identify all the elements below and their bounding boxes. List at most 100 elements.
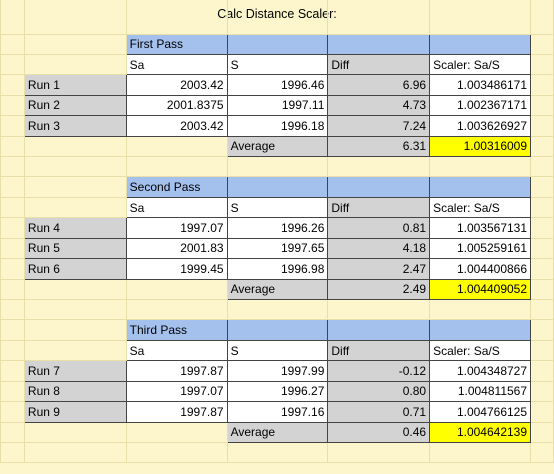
column-header-diff[interactable]: Diff	[327, 196, 431, 219]
empty-cell[interactable]	[0, 237, 25, 260]
s-value[interactable]: 1997.99	[226, 360, 329, 382]
empty-cell[interactable]	[125, 441, 228, 464]
empty-cell[interactable]	[0, 258, 25, 280]
empty-cell[interactable]	[530, 401, 554, 423]
s-value[interactable]: 1996.27	[226, 380, 329, 403]
average-label[interactable]: Average	[226, 135, 329, 158]
section-header[interactable]: First Pass	[125, 33, 228, 55]
empty-cell[interactable]	[530, 74, 554, 96]
empty-cell[interactable]	[0, 421, 25, 443]
sa-value[interactable]: 1997.07	[125, 380, 228, 403]
empty-cell[interactable]	[226, 0, 329, 35]
empty-cell[interactable]	[530, 298, 554, 321]
empty-cell[interactable]	[0, 0, 25, 35]
column-header-sa[interactable]: Sa	[125, 196, 228, 219]
empty-cell[interactable]	[0, 33, 25, 55]
diff-value[interactable]: 4.18	[327, 237, 431, 260]
scaler-value[interactable]: 1.003567131	[429, 217, 532, 239]
sa-value[interactable]: 2003.42	[125, 74, 228, 96]
empty-cell[interactable]	[0, 380, 25, 403]
empty-cell[interactable]	[125, 421, 228, 443]
average-label[interactable]: Average	[226, 421, 329, 443]
diff-value[interactable]: -0.12	[327, 360, 431, 382]
s-value[interactable]: 1996.18	[226, 115, 329, 137]
column-header-s[interactable]: S	[226, 196, 329, 219]
section-header-fill[interactable]	[226, 33, 329, 55]
sa-value[interactable]: 1999.45	[125, 258, 228, 280]
empty-cell[interactable]	[0, 196, 25, 219]
empty-cell[interactable]	[429, 156, 532, 178]
column-header-diff[interactable]: Diff	[327, 53, 431, 76]
empty-cell[interactable]	[23, 196, 127, 219]
run-label[interactable]: Run 2	[23, 94, 127, 117]
empty-cell[interactable]	[530, 360, 554, 382]
section-header-fill[interactable]	[226, 176, 329, 198]
empty-cell[interactable]	[0, 176, 25, 198]
run-label[interactable]: Run 4	[23, 217, 127, 239]
empty-cell[interactable]	[125, 278, 228, 300]
empty-cell[interactable]	[23, 421, 127, 443]
empty-cell[interactable]	[530, 176, 554, 198]
empty-cell[interactable]	[125, 0, 228, 35]
empty-cell[interactable]	[530, 94, 554, 117]
empty-cell[interactable]	[530, 421, 554, 443]
column-header-s[interactable]: S	[226, 339, 329, 362]
column-header-sa[interactable]: Sa	[125, 339, 228, 362]
s-value[interactable]: 1996.98	[226, 258, 329, 280]
empty-cell[interactable]	[530, 0, 554, 35]
column-header-sa[interactable]: Sa	[125, 53, 228, 76]
run-label[interactable]: Run 9	[23, 401, 127, 423]
empty-cell[interactable]	[0, 135, 25, 158]
s-value[interactable]: 1997.11	[226, 94, 329, 117]
empty-cell[interactable]	[530, 278, 554, 300]
diff-value[interactable]: 0.71	[327, 401, 431, 423]
sa-value[interactable]: 2001.83	[125, 237, 228, 260]
run-label[interactable]: Run 3	[23, 115, 127, 137]
scaler-value[interactable]: 1.004766125	[429, 401, 532, 423]
empty-cell[interactable]	[0, 278, 25, 300]
empty-cell[interactable]	[429, 0, 532, 35]
empty-cell[interactable]	[530, 135, 554, 158]
section-header-fill[interactable]	[429, 319, 532, 341]
diff-value[interactable]: 2.47	[327, 258, 431, 280]
empty-cell[interactable]	[0, 53, 25, 76]
empty-cell[interactable]	[23, 319, 127, 341]
empty-cell[interactable]	[226, 441, 329, 464]
run-label[interactable]: Run 6	[23, 258, 127, 280]
empty-cell[interactable]	[0, 319, 25, 341]
average-scaler-highlight[interactable]: 1.004642139	[429, 421, 532, 443]
run-label[interactable]: Run 1	[23, 74, 127, 96]
empty-cell[interactable]	[530, 115, 554, 137]
s-value[interactable]: 1997.16	[226, 401, 329, 423]
empty-cell[interactable]	[0, 94, 25, 117]
empty-cell[interactable]	[23, 135, 127, 158]
section-header[interactable]: Second Pass	[125, 176, 228, 198]
column-header-scaler[interactable]: Scaler: Sa/S	[429, 339, 532, 362]
sa-value[interactable]: 2003.42	[125, 115, 228, 137]
empty-cell[interactable]	[125, 298, 228, 321]
diff-value[interactable]: 7.24	[327, 115, 431, 137]
empty-cell[interactable]	[23, 176, 127, 198]
scaler-value[interactable]: 1.002367171	[429, 94, 532, 117]
average-diff[interactable]: 0.46	[327, 421, 431, 443]
empty-cell[interactable]	[530, 53, 554, 76]
average-scaler-highlight[interactable]: 1.004409052	[429, 278, 532, 300]
empty-cell[interactable]	[327, 298, 431, 321]
s-value[interactable]: 1996.26	[226, 217, 329, 239]
diff-value[interactable]: 4.73	[327, 94, 431, 117]
empty-cell[interactable]	[0, 401, 25, 423]
empty-cell[interactable]	[0, 156, 25, 178]
s-value[interactable]: 1996.46	[226, 74, 329, 96]
empty-cell[interactable]	[23, 156, 127, 178]
empty-cell[interactable]	[0, 441, 25, 464]
sa-value[interactable]: 1997.87	[125, 401, 228, 423]
empty-cell[interactable]	[23, 0, 127, 35]
section-header-fill[interactable]	[327, 319, 431, 341]
column-header-s[interactable]: S	[226, 53, 329, 76]
average-diff[interactable]: 2.49	[327, 278, 431, 300]
average-scaler-highlight[interactable]: 1.00316009	[429, 135, 532, 158]
empty-cell[interactable]	[530, 156, 554, 178]
scaler-value[interactable]: 1.004400866	[429, 258, 532, 280]
empty-cell[interactable]	[226, 156, 329, 178]
empty-cell[interactable]	[23, 339, 127, 362]
